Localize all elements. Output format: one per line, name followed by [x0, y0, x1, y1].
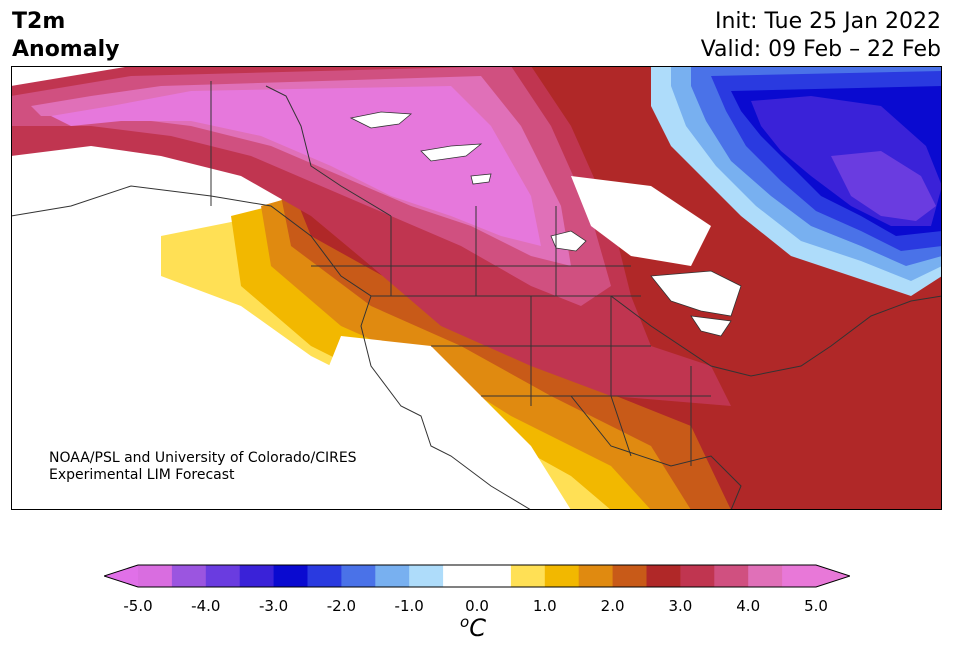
- colorbar: [102, 563, 852, 595]
- colorbar-swatch: [341, 565, 376, 587]
- colorbar-tick-label: -1.0: [394, 597, 424, 615]
- forecast-dates: Init: Tue 25 Jan 2022 Valid: 09 Feb – 22…: [701, 8, 941, 64]
- credit-line-1: NOAA/PSL and University of Colorado/CIRE…: [49, 450, 357, 466]
- colorbar-swatch: [409, 565, 444, 587]
- colorbar-swatch: [544, 565, 580, 587]
- colorbar-swatches: [102, 564, 852, 588]
- boundary-line: [481, 395, 742, 510]
- unit-letter: C: [469, 614, 486, 642]
- colorbar-tick-label: -3.0: [258, 597, 289, 615]
- colorbar-swatch: [748, 565, 783, 587]
- boundary-lines: [11, 81, 942, 510]
- colorbar-swatch: [646, 565, 681, 587]
- shade-magenta: [51, 86, 541, 246]
- colorbar-tick-label: 4.0: [736, 597, 761, 615]
- lake: [420, 143, 483, 162]
- lake: [650, 270, 742, 317]
- anomaly-shading: [11, 66, 942, 510]
- colorbar-ticks: -5.0 -4.0 -3.0 -2.0 -1.0 0.0 1.0 2.0 3.0 4.0 5.0: [0, 597, 953, 617]
- colorbar-tick-label: 2.0: [600, 597, 625, 615]
- colorbar-tick-label: -4.0: [191, 597, 221, 615]
- lake: [349, 111, 413, 129]
- colorbar-tick-label: 0.0: [465, 597, 489, 615]
- colorbar-swatch: [273, 565, 309, 587]
- shade-neutral-hudson: [571, 176, 711, 266]
- colorbar-swatch: [510, 565, 546, 587]
- colorbar-swatch: [782, 565, 817, 587]
- colorbar-swatch: [205, 565, 241, 587]
- colorbar-swatch: [680, 565, 715, 587]
- boundary-line: [11, 185, 532, 510]
- credit-line-2: Experimental LIM Forecast: [49, 467, 235, 483]
- lakes: [349, 111, 742, 337]
- lake: [690, 315, 732, 337]
- map-title: T2m Anomaly: [12, 8, 119, 64]
- anomaly-map: [11, 66, 942, 510]
- map-canvas: [11, 66, 942, 510]
- colorbar-over-arrow: [816, 565, 850, 587]
- shade-neutral-southwest: [311, 336, 571, 510]
- boundary-line: [610, 295, 942, 377]
- credit-text: NOAA/PSL and University of Colorado/CIRE…: [49, 450, 357, 484]
- colorbar-swatch: [239, 565, 275, 587]
- shade-violet: [831, 151, 936, 221]
- colorbar-swatch: [171, 565, 207, 587]
- colorbar-tick-label: -5.0: [123, 597, 153, 615]
- colorbar-tick-label: 5.0: [804, 597, 828, 615]
- colorbar-swatch: [138, 565, 173, 587]
- boundary-line: [265, 85, 392, 217]
- title-line-1: T2m: [12, 9, 66, 34]
- colorbar-swatch: [375, 565, 410, 587]
- colorbar-swatch: [714, 565, 749, 587]
- colorbar-swatch: [443, 565, 478, 587]
- colorbar-swatch: [307, 565, 342, 587]
- boundary-line: [610, 395, 632, 457]
- colorbar-tick-label: 3.0: [668, 597, 693, 615]
- colorbar-swatch: [578, 565, 614, 587]
- map-frame: [11, 66, 942, 510]
- colorbar-swatch: [612, 565, 648, 587]
- colorbar-tick-label: 1.0: [532, 597, 557, 615]
- colorbar-under-arrow: [104, 565, 138, 587]
- init-date: Init: Tue 25 Jan 2022: [714, 9, 941, 34]
- lake: [470, 173, 492, 185]
- lake: [550, 230, 587, 252]
- colorbar-swatch: [477, 565, 512, 587]
- valid-range: Valid: 09 Feb – 22 Feb: [700, 37, 941, 62]
- colorbar-unit: oC: [460, 613, 486, 642]
- title-line-2: Anomaly: [12, 37, 120, 62]
- unit-degree: o: [460, 613, 470, 631]
- colorbar-tick-label: -2.0: [326, 597, 357, 615]
